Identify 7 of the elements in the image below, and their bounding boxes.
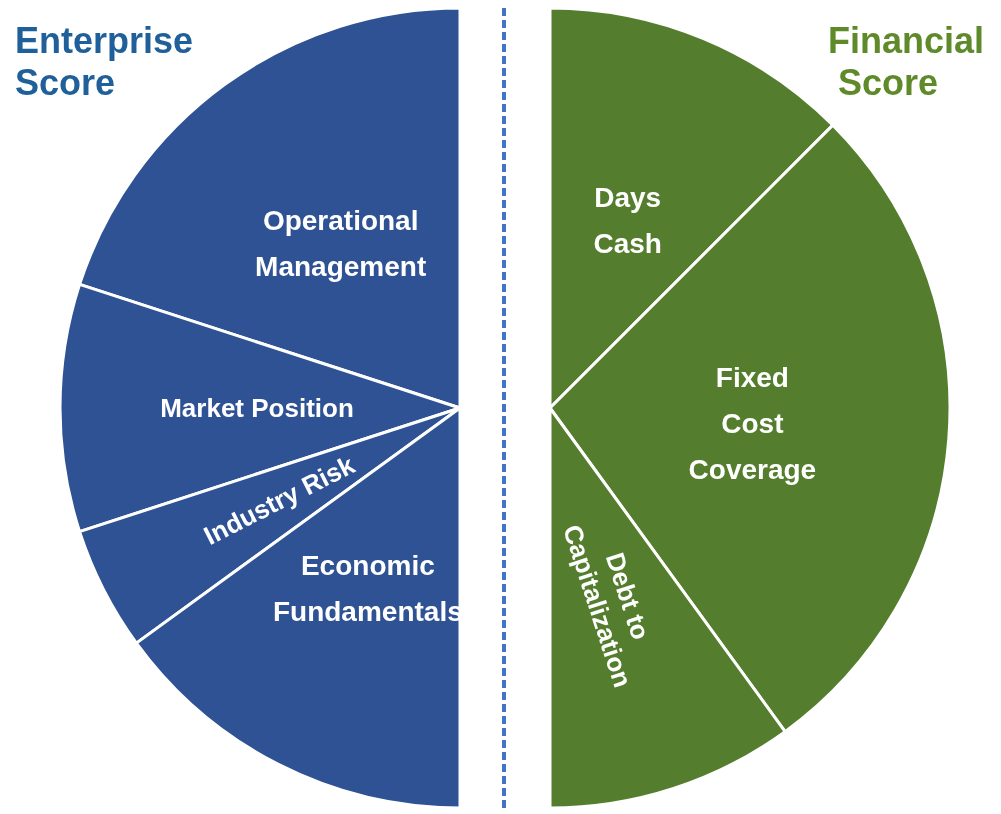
slice-label: Economic Fundamentals [272,550,463,628]
slice-label: Operational Management [255,205,427,283]
slice-label: Fixed Cost Coverage [688,362,817,486]
text: Financial Score [828,19,985,103]
text: Enterprise Score [15,19,204,103]
slice-label: Market Position [160,393,354,423]
slice-label: Days Cash [593,181,662,259]
